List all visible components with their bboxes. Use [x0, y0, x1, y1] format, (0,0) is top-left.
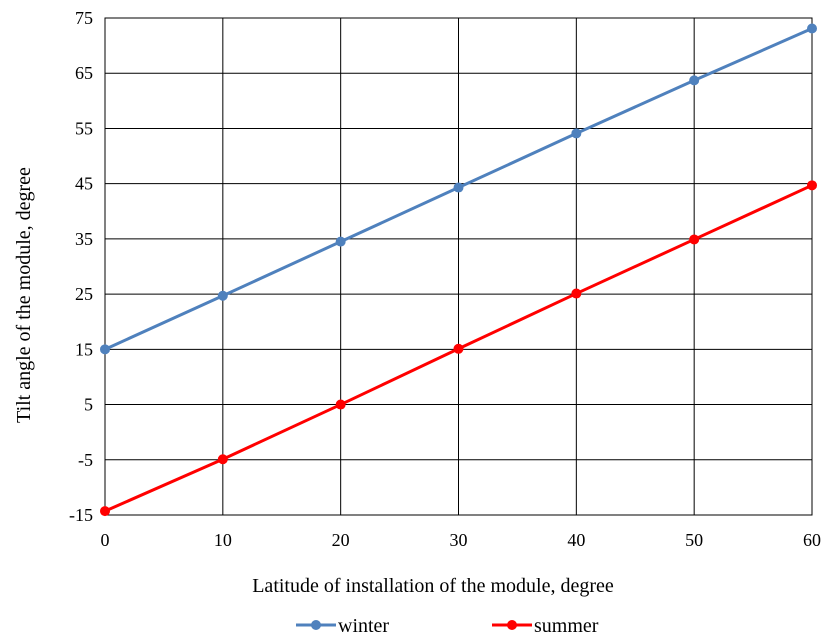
legend-label-summer: summer — [534, 615, 599, 637]
y-tick-label-2: 5 — [84, 395, 93, 415]
x-tick-label-1: 10 — [214, 530, 232, 550]
y-tick-label-6: 45 — [75, 174, 93, 194]
data-point-winter-0 — [100, 344, 110, 355]
x-tick-label-4: 40 — [567, 530, 585, 550]
x-tick-label-0: 0 — [101, 530, 110, 550]
data-point-summer-1 — [217, 454, 228, 465]
data-point-winter-1 — [217, 290, 228, 301]
data-point-summer-6 — [807, 180, 817, 191]
data-point-winter-5 — [689, 75, 700, 86]
x-tick-label-5: 50 — [685, 530, 703, 550]
data-point-summer-2 — [335, 399, 346, 410]
y-tick-label-1: -5 — [78, 450, 93, 470]
data-point-summer-3 — [453, 343, 464, 354]
data-point-summer-4 — [571, 288, 582, 299]
data-point-summer-0 — [100, 506, 110, 517]
plot-border — [104, 17, 813, 516]
plot-frame — [104, 17, 813, 516]
y-tick-label-3: 15 — [75, 339, 93, 359]
y-tick-label-8: 65 — [75, 63, 93, 83]
series-layer — [100, 23, 817, 517]
x-axis-ticks: 0 10 20 30 40 50 60 — [101, 530, 822, 550]
data-point-winter-6 — [807, 23, 817, 34]
grid — [104, 17, 813, 516]
x-tick-label-3: 30 — [450, 530, 468, 550]
y-tick-label-0: -15 — [69, 505, 93, 525]
y-tick-label-4: 25 — [75, 284, 93, 304]
y-axis-ticks: -15 -5 5 15 25 35 45 55 65 75 — [69, 8, 93, 525]
x-axis-title: Latitude of installation of the module, … — [252, 575, 614, 597]
legend: winter summer — [296, 615, 599, 637]
legend-label-winter: winter — [338, 615, 389, 637]
legend-item-winter: winter — [296, 615, 389, 637]
data-point-winter-4 — [571, 128, 582, 139]
x-tick-label-6: 60 — [803, 530, 821, 550]
data-point-summer-5 — [689, 234, 700, 245]
y-axis-title: Tilt angle of the module, degree — [13, 167, 35, 423]
data-point-winter-2 — [335, 236, 346, 247]
legend-marker-winter — [311, 620, 321, 630]
y-tick-label-5: 35 — [75, 229, 93, 249]
y-tick-label-9: 75 — [75, 8, 93, 28]
legend-marker-summer — [507, 620, 517, 630]
legend-item-summer: summer — [492, 615, 599, 637]
y-tick-label-7: 55 — [75, 118, 93, 138]
data-point-winter-3 — [453, 182, 464, 193]
x-tick-label-2: 20 — [332, 530, 350, 550]
